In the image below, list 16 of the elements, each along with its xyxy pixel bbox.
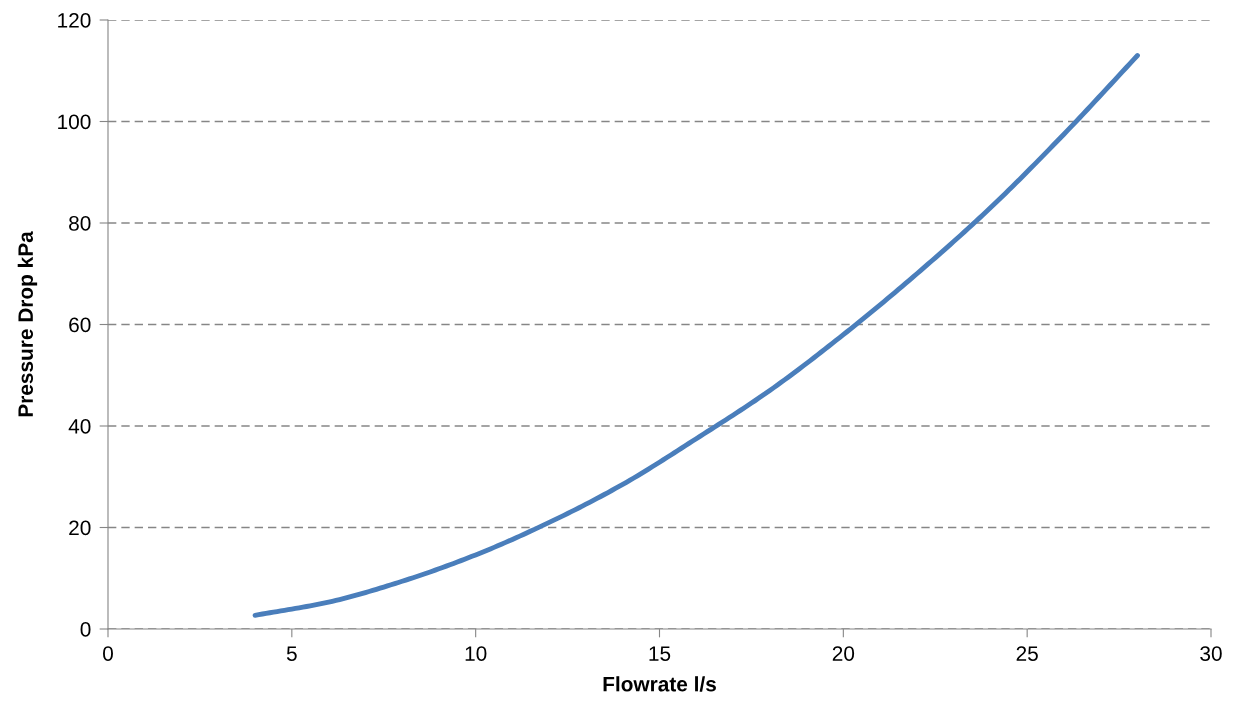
- y-tick-label: 60: [69, 317, 91, 333]
- y-tick-label: 80: [69, 216, 91, 231]
- x-tick-label: 25: [1016, 646, 1038, 661]
- y-tick-label: 100: [58, 114, 91, 130]
- x-axis-title: Flowrate l/s: [603, 676, 716, 692]
- y-tick-label: 40: [68, 419, 91, 434]
- x-tick-label: 10: [465, 646, 487, 661]
- y-tick-label: 20: [69, 520, 91, 536]
- y-tick-label: 0: [80, 622, 91, 637]
- x-tick-label: 15: [649, 646, 671, 661]
- x-tick-label: 5: [286, 646, 297, 661]
- x-tick-label: 0: [103, 646, 113, 661]
- y-axis-title: Pressure Drop kPa: [17, 231, 38, 417]
- x-tick-label: 30: [1200, 646, 1222, 661]
- x-tick-label: 20: [832, 646, 855, 661]
- y-tick-label: 120: [58, 13, 91, 28]
